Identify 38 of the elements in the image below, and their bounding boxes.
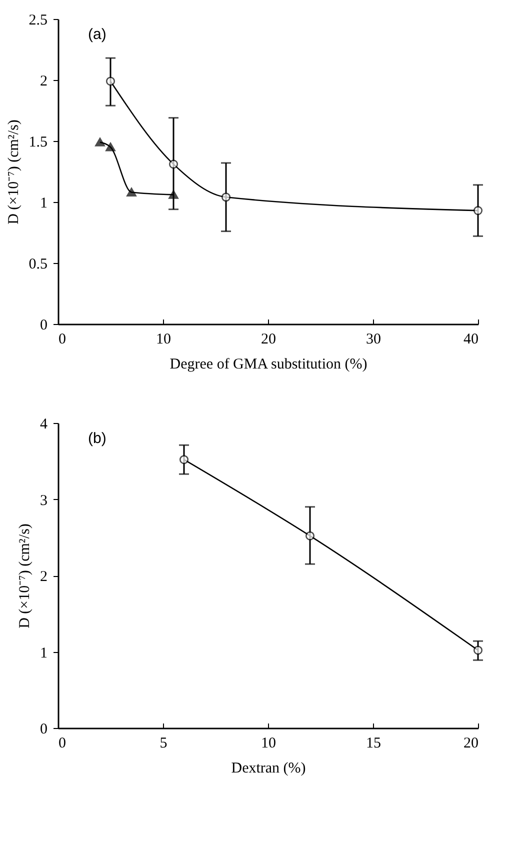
y-tick-label: 1 — [40, 196, 48, 212]
y-axis-title: D (×10⁻⁷) (cm²/s) — [17, 524, 33, 628]
y-tick-label: 2.5 — [28, 12, 48, 28]
point — [305, 531, 315, 540]
point — [106, 142, 116, 152]
x-tick-label: 10 — [261, 736, 276, 752]
x-tick-label: 0 — [58, 332, 66, 348]
x-tick-label: 20 — [261, 332, 276, 348]
y-tick-label: 2 — [40, 569, 48, 585]
y-tick-label: 2 — [40, 74, 48, 90]
y-tick-label: 0 — [40, 722, 48, 738]
point — [126, 188, 136, 196]
point — [168, 160, 178, 169]
chart-title: (b) — [88, 430, 106, 447]
y-tick-label: 3 — [40, 492, 48, 509]
x-tick-label: 5 — [160, 736, 168, 752]
x-axis-title: Dextran (%) — [231, 760, 306, 776]
y-tick-label: 4 — [40, 416, 48, 432]
point — [106, 76, 116, 86]
x-tick-label: 15 — [366, 736, 381, 752]
y-tick-label: 1 — [40, 645, 48, 662]
x-tick-label: 20 — [464, 736, 478, 752]
x-tick-label: 10 — [156, 332, 171, 348]
y-tick-label: 1.5 — [28, 134, 48, 150]
point — [95, 138, 105, 146]
point — [473, 206, 483, 216]
x-tick-label: 30 — [366, 332, 381, 348]
y-tick-label: 0.5 — [28, 256, 48, 272]
chart-title: (a) — [88, 26, 106, 43]
point — [473, 646, 483, 655]
point — [221, 192, 231, 202]
y-tick-label: 0 — [40, 318, 48, 334]
x-tick-label: 40 — [464, 332, 478, 348]
point — [179, 455, 189, 464]
x-tick-label: 0 — [58, 736, 66, 752]
y-axis-title: D (×10⁻⁷) (cm²/s) — [6, 120, 22, 224]
point — [168, 190, 178, 199]
x-axis-title: Degree of GMA substitution (%) — [170, 356, 368, 372]
